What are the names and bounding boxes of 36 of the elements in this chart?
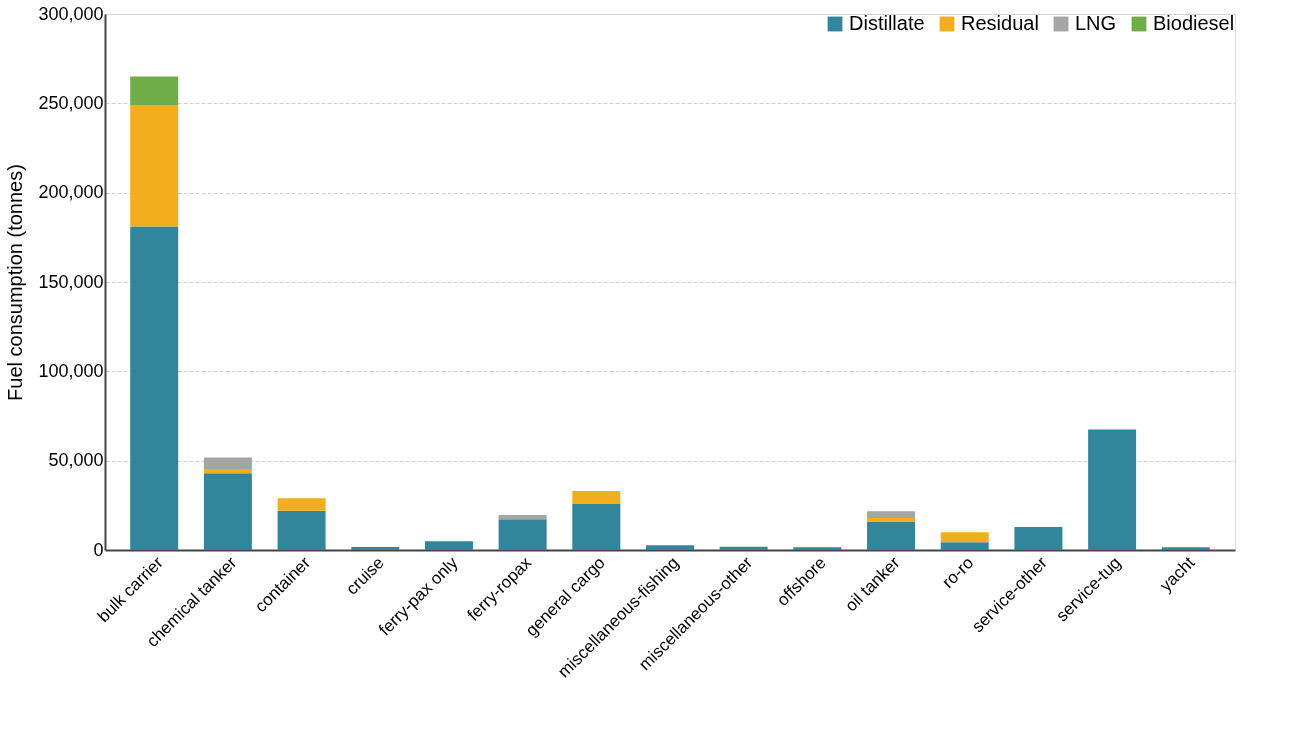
bar bbox=[424, 541, 473, 550]
bar bbox=[203, 469, 252, 474]
bar bbox=[1088, 429, 1137, 550]
y-tick-label: 50,000 bbox=[48, 450, 104, 471]
bar bbox=[130, 226, 179, 550]
legend-label: Biodiesel bbox=[1153, 12, 1235, 34]
bar bbox=[940, 532, 989, 543]
bar bbox=[203, 457, 252, 470]
bar bbox=[793, 547, 842, 550]
bar bbox=[130, 105, 179, 227]
bar bbox=[277, 510, 326, 550]
bar bbox=[867, 511, 916, 519]
y-axis-title: Fuel consumption (tonnes) bbox=[4, 164, 27, 401]
bar bbox=[867, 521, 916, 550]
bar bbox=[940, 542, 989, 550]
y-tick-label: 100,000 bbox=[38, 360, 104, 381]
bar bbox=[1161, 547, 1210, 550]
bar bbox=[203, 473, 252, 550]
bar bbox=[646, 545, 694, 550]
y-tick-label: 150,000 bbox=[38, 271, 104, 292]
bar bbox=[351, 546, 400, 550]
legend-label: Distillate bbox=[849, 12, 925, 34]
legend-label: Residual bbox=[961, 12, 1039, 34]
bar bbox=[498, 519, 547, 550]
y-tick-label: 250,000 bbox=[38, 92, 104, 113]
bar bbox=[719, 546, 768, 550]
legend-label: LNG bbox=[1075, 12, 1117, 34]
y-tick-label: 300,000 bbox=[38, 3, 104, 24]
y-tick-label: 0 bbox=[93, 539, 104, 560]
bar bbox=[498, 514, 547, 520]
y-tick-label: 200,000 bbox=[38, 182, 104, 203]
bar bbox=[130, 76, 179, 106]
bar bbox=[572, 503, 621, 550]
bar bbox=[277, 498, 326, 511]
bar bbox=[572, 491, 621, 504]
bar bbox=[1014, 526, 1063, 550]
